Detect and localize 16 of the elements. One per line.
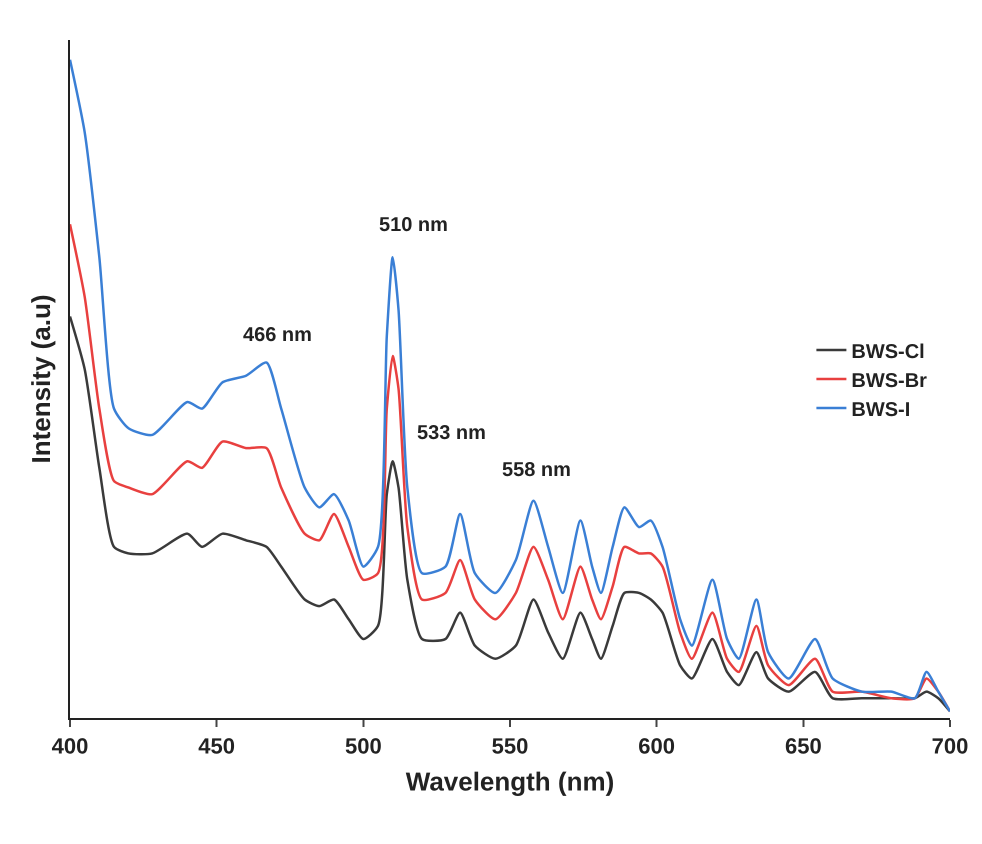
x-axis-title: Wavelength (nm) (406, 766, 614, 797)
annotation: 533 nm (417, 422, 486, 444)
x-tick-label: 500 (344, 733, 382, 758)
x-tick-label: 450 (198, 733, 236, 758)
y-axis-title: Intensity (a.u) (26, 294, 56, 464)
legend-label: BWS-Cl (851, 340, 925, 363)
legend-label: BWS-I (851, 398, 910, 421)
x-tick-label: 650 (784, 733, 822, 758)
annotation: 558 nm (502, 459, 571, 481)
x-tick-label: 550 (492, 733, 528, 758)
x-tick-label: 700 (932, 733, 968, 758)
annotation: 466 nm (243, 324, 312, 346)
x-tick-label: 600 (638, 733, 676, 758)
annotation: 510 nm (379, 214, 448, 236)
x-tick-label: 400 (52, 733, 88, 758)
legend-label: BWS-Br (851, 370, 928, 392)
